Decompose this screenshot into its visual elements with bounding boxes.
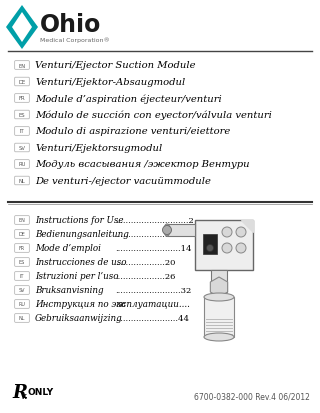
Text: EN: EN: [19, 218, 25, 223]
Text: Venturi/Ejector Suction Module: Venturi/Ejector Suction Module: [35, 62, 196, 70]
FancyBboxPatch shape: [15, 300, 29, 309]
Text: Modulo di aspirazione venturi/eiettore: Modulo di aspirazione venturi/eiettore: [35, 127, 230, 136]
Text: 6700-0382-000 Rev.4 06/2012: 6700-0382-000 Rev.4 06/2012: [194, 392, 310, 401]
Bar: [167, 224, 195, 236]
Bar: [204, 297, 234, 337]
Circle shape: [236, 228, 246, 237]
Text: RU: RU: [19, 302, 25, 307]
FancyBboxPatch shape: [195, 221, 253, 271]
Text: ........................44: ........................44: [115, 315, 189, 323]
Text: NL: NL: [19, 178, 25, 183]
Text: Venturi/Ejektor-Absaugmodul: Venturi/Ejektor-Absaugmodul: [35, 78, 185, 87]
FancyBboxPatch shape: [15, 127, 29, 136]
Text: SV: SV: [19, 288, 25, 293]
Text: Ohio: Ohio: [40, 13, 101, 37]
Text: Instructions for Use: Instructions for Use: [35, 216, 124, 225]
Ellipse shape: [164, 224, 170, 236]
Circle shape: [163, 226, 172, 235]
Text: Инструкция по эксплуатации....: Инструкция по эксплуатации....: [35, 300, 190, 309]
Text: R: R: [12, 383, 27, 401]
Text: Mode d’emploi: Mode d’emploi: [35, 244, 101, 253]
Ellipse shape: [204, 333, 234, 341]
FancyBboxPatch shape: [15, 286, 29, 294]
Bar: [203, 235, 217, 254]
Text: IT: IT: [20, 129, 24, 134]
Text: 38: 38: [115, 301, 126, 309]
FancyBboxPatch shape: [15, 216, 29, 225]
Circle shape: [222, 243, 232, 254]
Circle shape: [206, 245, 213, 252]
FancyBboxPatch shape: [15, 160, 29, 169]
Polygon shape: [210, 277, 228, 297]
Text: Модуль всасывания /эжектор Вентури: Модуль всасывания /эжектор Вентури: [35, 160, 250, 169]
FancyBboxPatch shape: [15, 244, 29, 253]
Text: ES: ES: [19, 260, 25, 265]
Text: DE: DE: [18, 80, 26, 85]
Text: ........................8: ........................8: [115, 231, 183, 239]
Text: Instrucciones de uso: Instrucciones de uso: [35, 258, 126, 267]
Text: IT: IT: [20, 274, 24, 279]
Circle shape: [222, 228, 232, 237]
FancyBboxPatch shape: [15, 111, 29, 119]
Circle shape: [236, 243, 246, 254]
Text: Módulo de succión con eyector/válvula venturi: Módulo de succión con eyector/válvula ve…: [35, 111, 272, 120]
FancyBboxPatch shape: [15, 258, 29, 267]
Text: FR: FR: [19, 96, 25, 101]
FancyBboxPatch shape: [15, 230, 29, 239]
Text: Gebruiksaanwijzing: Gebruiksaanwijzing: [35, 314, 123, 323]
Bar: [211, 271, 227, 292]
Text: Module d’aspiration éjecteur/venturi: Module d’aspiration éjecteur/venturi: [35, 94, 222, 104]
Text: ES: ES: [19, 113, 25, 118]
FancyBboxPatch shape: [15, 78, 29, 87]
Text: FR: FR: [19, 246, 25, 251]
Text: ONLY: ONLY: [28, 387, 54, 396]
Text: ............................2: ............................2: [115, 217, 194, 225]
Text: ...................20: ...................20: [115, 259, 175, 267]
Text: Bedienungsanleitung: Bedienungsanleitung: [35, 230, 129, 239]
Polygon shape: [12, 13, 32, 43]
Text: De venturi-/ejector vacuümmodule: De venturi-/ejector vacuümmodule: [35, 177, 211, 185]
Text: EN: EN: [19, 63, 26, 68]
Text: .........................14: .........................14: [115, 245, 191, 253]
FancyBboxPatch shape: [15, 95, 29, 103]
Text: DE: DE: [19, 232, 25, 237]
Text: ...................26: ...................26: [115, 273, 175, 280]
Text: NL: NL: [19, 316, 25, 321]
Text: Medical Corporation®: Medical Corporation®: [40, 37, 110, 43]
Ellipse shape: [204, 293, 234, 301]
Text: SV: SV: [19, 146, 26, 151]
Text: Bruksanvisning: Bruksanvisning: [35, 286, 104, 295]
Text: Venturi/Ejektorsugmodul: Venturi/Ejektorsugmodul: [35, 144, 162, 153]
FancyBboxPatch shape: [15, 144, 29, 152]
Polygon shape: [6, 6, 38, 50]
Polygon shape: [241, 221, 253, 233]
Text: x: x: [22, 392, 27, 401]
FancyBboxPatch shape: [15, 177, 29, 185]
FancyBboxPatch shape: [15, 272, 29, 280]
Text: Istruzioni per l’uso: Istruzioni per l’uso: [35, 272, 118, 281]
Text: RU: RU: [18, 162, 26, 167]
FancyBboxPatch shape: [15, 62, 29, 70]
FancyBboxPatch shape: [15, 314, 29, 323]
Text: .........................32: .........................32: [115, 287, 191, 294]
